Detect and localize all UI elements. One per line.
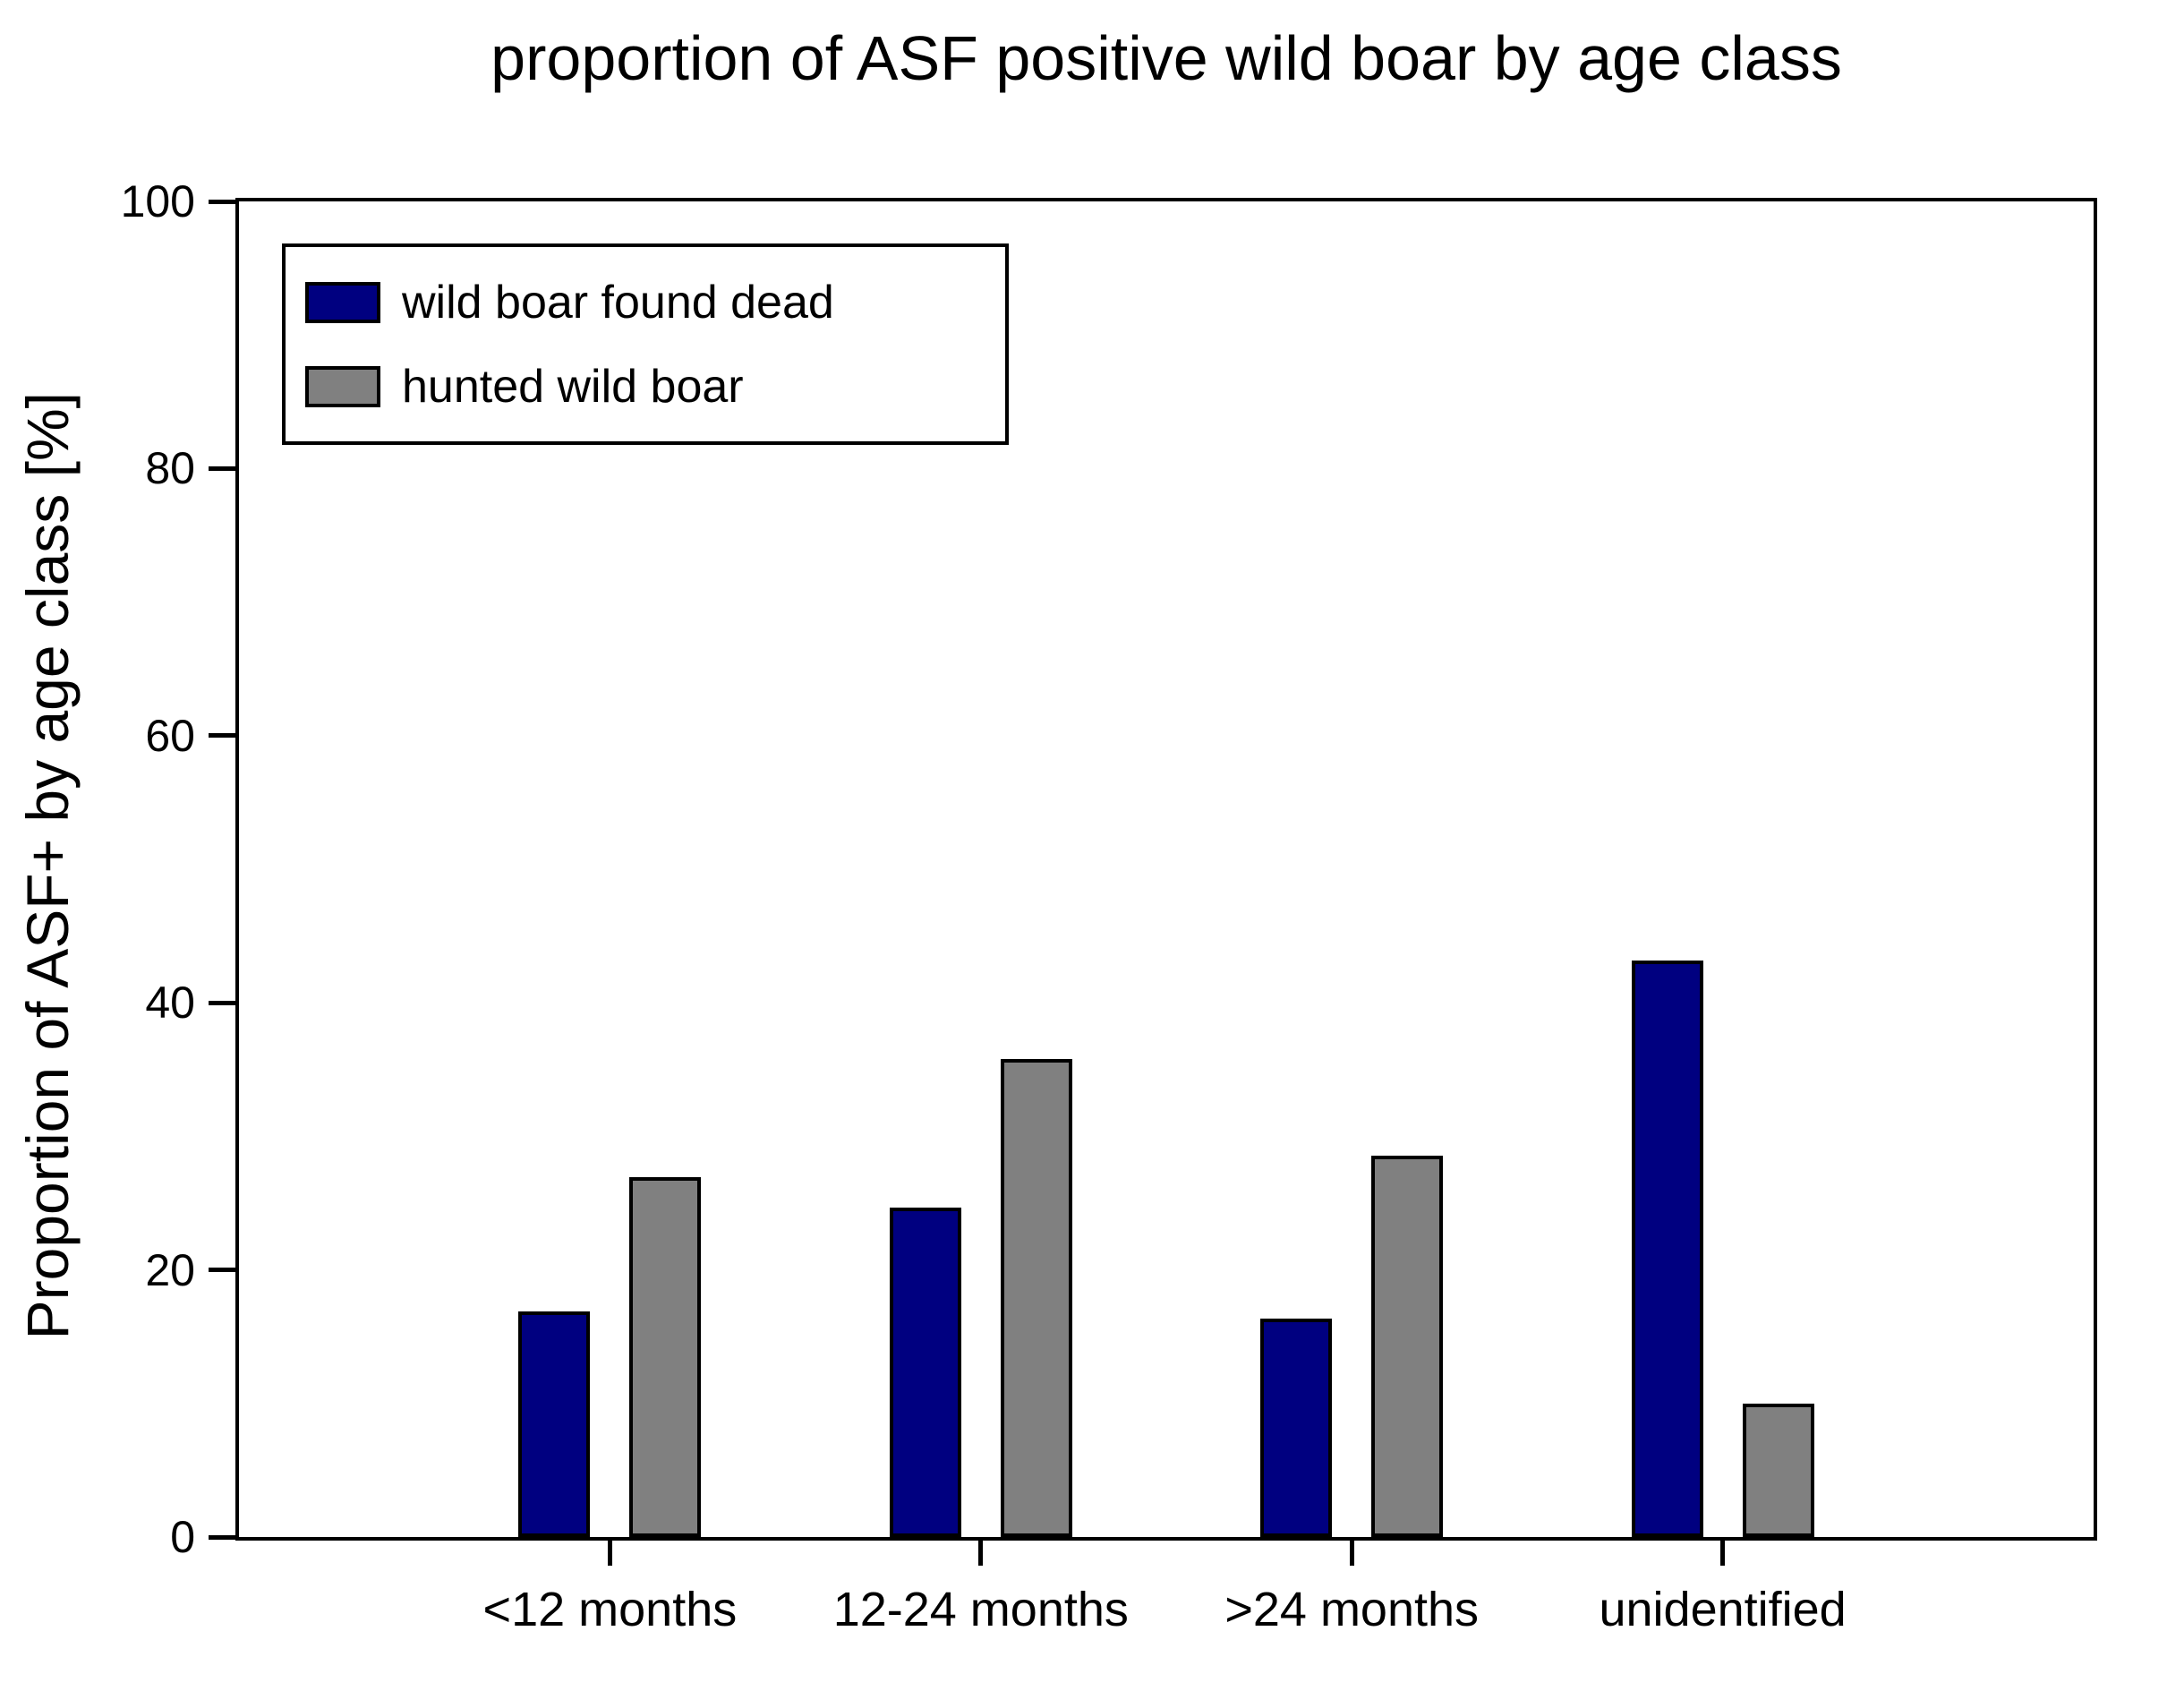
x-tick-label: >24 months [1224, 1583, 1480, 1636]
y-tick-60 [209, 733, 235, 739]
legend-row-0: wild boar found dead [305, 276, 1005, 329]
y-tick-label-40: 40 [145, 978, 195, 1029]
legend-label: wild boar found dead [402, 276, 834, 329]
x-tick-1 [978, 1541, 984, 1566]
y-tick-label-20: 20 [145, 1244, 195, 1295]
legend: wild boar found dead hunted wild boar [282, 243, 1009, 445]
bar-hunted-1 [1000, 1059, 1072, 1537]
bar-hunted-3 [1742, 1404, 1814, 1537]
legend-swatch-found-dead [305, 281, 380, 323]
legend-label: hunted wild boar [402, 360, 744, 413]
x-tick-3 [1720, 1541, 1726, 1566]
y-tick-80 [209, 465, 235, 471]
bar-hunted-2 [1371, 1156, 1444, 1537]
bar-hunted-0 [629, 1177, 702, 1537]
y-axis-label-container: Proportion of ASF+ by age class [%] [7, 198, 88, 1533]
y-tick-label-80: 80 [145, 443, 195, 494]
y-tick-label-100: 100 [120, 176, 195, 226]
x-tick-label: <12 months [482, 1583, 738, 1636]
bar-found-dead-0 [518, 1311, 591, 1537]
x-tick-label: 12-24 months [832, 1583, 1129, 1636]
bar-found-dead-2 [1260, 1319, 1333, 1537]
legend-swatch-hunted [305, 365, 380, 407]
y-tick-100 [209, 199, 235, 204]
x-tick-2 [1349, 1541, 1354, 1566]
y-tick-label-60: 60 [145, 710, 195, 761]
legend-row-1: hunted wild boar [305, 360, 1005, 414]
y-tick-0 [209, 1534, 235, 1540]
bar-found-dead-1 [889, 1208, 961, 1537]
y-tick-label-0: 0 [170, 1512, 195, 1562]
y-axis-label: Proportion of ASF+ by age class [%] [14, 391, 81, 1340]
x-tick-label: unidentified [1599, 1583, 1847, 1636]
y-tick-20 [209, 1268, 235, 1273]
y-tick-40 [209, 1000, 235, 1005]
bar-found-dead-3 [1631, 961, 1703, 1537]
chart-title: proportion of ASF positive wild boar by … [491, 23, 1842, 93]
x-tick-0 [607, 1541, 612, 1566]
